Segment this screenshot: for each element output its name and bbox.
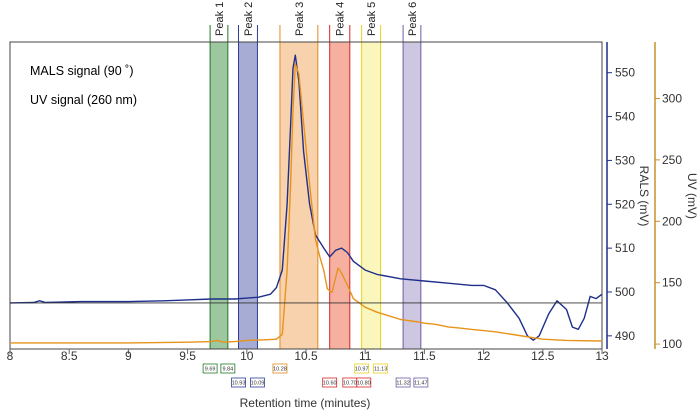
peak-label: Peak 5	[366, 2, 378, 36]
series-lines	[10, 54, 602, 344]
x-tick-label: 10.5	[294, 349, 318, 363]
rals-tick-label: 510	[615, 241, 635, 255]
peak-boundary-box	[373, 363, 388, 374]
x-tick-label: 13	[595, 349, 609, 363]
mals-signal-line	[10, 54, 602, 341]
peak-boundary-box	[354, 363, 370, 374]
axes: 8 8.5 9 9.5 10 10.5 11 11.5 12 12.5 13 490 500 510 520…	[7, 42, 682, 363]
peak-region-4	[329, 42, 350, 349]
peak-boundary-text: 10.70	[343, 381, 357, 387]
peak-label: Peak 4	[335, 2, 347, 36]
rals-tick-label: 500	[615, 285, 635, 299]
peak-boundary-boxes: 9.69 9.84 10.93 10.09 10.28 10.60 10.70 10.80 10…	[202, 363, 429, 388]
x-tick-label: 10	[240, 349, 254, 363]
legend-item-mals: MALS signal (90 ˚)	[30, 64, 134, 78]
x-tick-label: 12	[477, 349, 491, 363]
peak-boundary-text: 10.97	[355, 367, 369, 373]
uv-axis-title: UV (mV)	[685, 173, 699, 219]
x-tick-label: 9	[125, 349, 132, 363]
rals-tick-label: 530	[615, 153, 635, 167]
peak-boundary-box	[413, 377, 429, 388]
peak-boundary-text: 10.80	[357, 381, 371, 387]
peak-boundary-box	[202, 363, 218, 374]
legend-item-uv: UV signal (260 nm)	[30, 93, 137, 107]
peak-boundary-box	[356, 377, 372, 388]
uv-tick-label: 100	[662, 337, 682, 351]
legend: MALS signal (90 ˚) UV signal (260 nm)	[30, 64, 137, 107]
uv-tick-label: 150	[662, 276, 682, 290]
uv-tick-label: 250	[662, 153, 682, 167]
rals-tick-label: 520	[615, 197, 635, 211]
uv-tick-label: 200	[662, 214, 682, 228]
peak-regions: Peak 1 Peak 2 Peak 3 Peak 4 Peak 5 Peak 6	[209, 2, 422, 349]
peak-region-6	[403, 42, 421, 349]
peak-boundary-text: 10.09	[251, 381, 265, 387]
x-tick-label: 8	[7, 349, 14, 363]
peak-boundary-box	[250, 377, 265, 388]
peak-boundary-text: 9.69	[205, 367, 216, 373]
peak-boundary-text: 11.47	[414, 381, 427, 387]
peak-label: Peak 6	[407, 2, 419, 36]
peak-region-3	[279, 42, 318, 349]
rals-axis-title: RALS (mV)	[637, 166, 651, 227]
peak-boundary-box	[231, 377, 246, 388]
peak-boundary-box	[322, 377, 338, 388]
rals-tick-label: 490	[615, 329, 635, 343]
peak-label: Peak 2	[243, 2, 255, 36]
rals-tick-label: 540	[615, 110, 635, 124]
x-tick-label: 11.5	[413, 349, 436, 363]
peak-boundary-text: 10.28	[273, 367, 287, 373]
peak-boundary-text: 10.93	[232, 381, 246, 387]
peak-boundary-text: 11.32	[396, 381, 409, 387]
x-tick-label: 11	[359, 349, 372, 363]
peak-boundary-text: 11.13	[374, 367, 387, 373]
x-tick-label: 8.5	[61, 349, 78, 363]
peak-boundary-text: 9.84	[222, 367, 233, 373]
rals-tick-label: 550	[615, 66, 635, 80]
uv-tick-label: 300	[662, 91, 682, 105]
peak-region-2	[238, 42, 258, 349]
peak-boundary-box	[272, 363, 288, 374]
peak-boundary-box	[220, 363, 236, 374]
peak-region-1	[210, 42, 228, 349]
x-tick-label: 9.5	[179, 349, 196, 363]
x-axis-title: Retention time (minutes)	[240, 396, 371, 410]
peak-label: Peak 3	[294, 2, 306, 36]
peak-boundary-box	[395, 377, 411, 388]
uv-signal-line	[10, 63, 602, 344]
peak-boundary-text: 10.60	[323, 381, 337, 387]
peak-label: Peak 1	[214, 2, 226, 36]
peak-region-5	[361, 42, 381, 349]
x-tick-label: 12.5	[531, 349, 555, 363]
